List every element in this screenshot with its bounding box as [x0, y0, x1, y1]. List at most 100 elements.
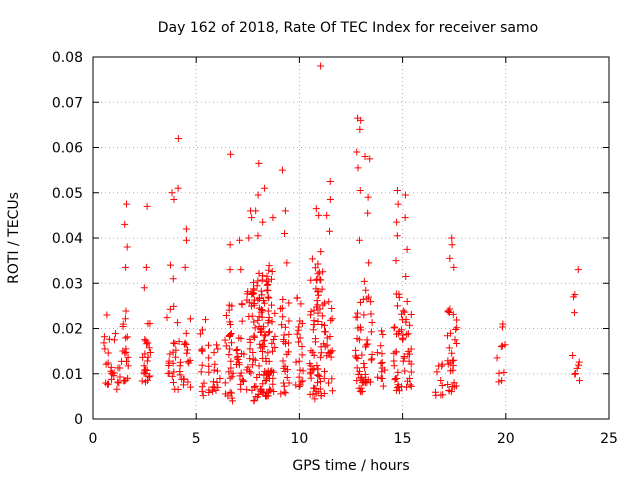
data-point — [444, 381, 452, 389]
data-point — [358, 351, 366, 359]
data-point — [352, 354, 360, 362]
data-point — [142, 263, 150, 271]
data-point — [575, 358, 583, 366]
data-point — [379, 330, 387, 338]
data-point — [198, 361, 206, 369]
data-point — [326, 333, 334, 341]
data-point — [146, 372, 154, 380]
data-point — [250, 279, 258, 287]
data-point — [315, 211, 323, 219]
data-point — [169, 348, 177, 356]
x-tick-label: 25 — [600, 431, 618, 447]
data-point — [222, 312, 230, 320]
data-point — [186, 315, 194, 323]
data-point — [296, 366, 304, 374]
data-point — [281, 207, 289, 215]
data-point — [328, 375, 336, 383]
data-point — [281, 323, 289, 331]
data-point — [390, 324, 398, 332]
data-point — [281, 229, 289, 237]
data-point — [246, 345, 254, 353]
data-point — [259, 218, 267, 226]
data-point — [445, 344, 453, 352]
data-point — [237, 266, 245, 274]
data-point — [245, 312, 253, 320]
data-point — [175, 338, 183, 346]
data-point — [205, 362, 213, 370]
data-point — [406, 321, 414, 329]
data-point — [169, 379, 177, 387]
data-point — [285, 379, 293, 387]
data-point — [258, 291, 266, 299]
data-point — [448, 234, 456, 242]
data-point — [267, 387, 275, 395]
data-point — [362, 286, 370, 294]
data-point — [143, 340, 151, 348]
data-point — [268, 367, 276, 375]
data-point — [187, 383, 195, 391]
data-point — [321, 367, 329, 375]
data-point — [101, 345, 109, 353]
data-point — [280, 331, 288, 339]
data-point — [306, 370, 314, 378]
data-point — [222, 342, 230, 350]
data-point — [124, 362, 132, 370]
data-point — [325, 298, 333, 306]
data-point — [354, 324, 362, 332]
data-point — [108, 375, 116, 383]
data-point — [453, 324, 461, 332]
data-point — [393, 232, 401, 240]
data-point — [121, 220, 129, 228]
data-point — [120, 377, 128, 385]
data-point — [360, 364, 368, 372]
data-point — [145, 344, 153, 352]
data-point — [367, 298, 375, 306]
y-tick-label: 0 — [74, 412, 83, 428]
data-point — [313, 361, 321, 369]
data-point — [209, 378, 217, 386]
data-point — [353, 313, 361, 321]
data-point — [395, 383, 403, 391]
data-point — [405, 357, 413, 365]
data-point — [353, 364, 361, 372]
data-point — [264, 392, 272, 400]
data-point — [438, 360, 446, 368]
data-point — [181, 339, 189, 347]
data-point — [283, 366, 291, 374]
data-point — [280, 388, 288, 396]
data-point — [378, 375, 386, 383]
data-point — [363, 336, 371, 344]
data-point — [438, 381, 446, 389]
data-point — [233, 354, 241, 362]
data-point — [356, 298, 364, 306]
data-point — [316, 377, 324, 385]
data-point — [258, 341, 266, 349]
data-point — [250, 301, 258, 309]
data-point — [225, 368, 233, 376]
data-point — [317, 248, 325, 256]
data-point — [258, 313, 266, 321]
data-point — [259, 272, 267, 280]
data-point — [367, 356, 375, 364]
data-point — [353, 335, 361, 343]
data-point — [399, 331, 407, 339]
data-point — [366, 155, 374, 163]
data-point — [373, 349, 381, 357]
data-point — [263, 376, 271, 384]
data-point — [177, 358, 185, 366]
data-point — [246, 355, 254, 363]
y-tick-label: 0.02 — [52, 322, 83, 338]
data-point — [226, 345, 234, 353]
data-point — [569, 351, 577, 359]
data-point — [317, 62, 325, 70]
data-point — [182, 225, 190, 233]
data-point — [402, 315, 410, 323]
data-point — [251, 324, 259, 332]
data-point — [355, 236, 363, 244]
data-point — [264, 307, 272, 315]
data-point — [270, 388, 278, 396]
data-point — [227, 150, 235, 158]
data-point — [180, 375, 188, 383]
data-point — [269, 214, 277, 222]
data-point — [453, 340, 461, 348]
